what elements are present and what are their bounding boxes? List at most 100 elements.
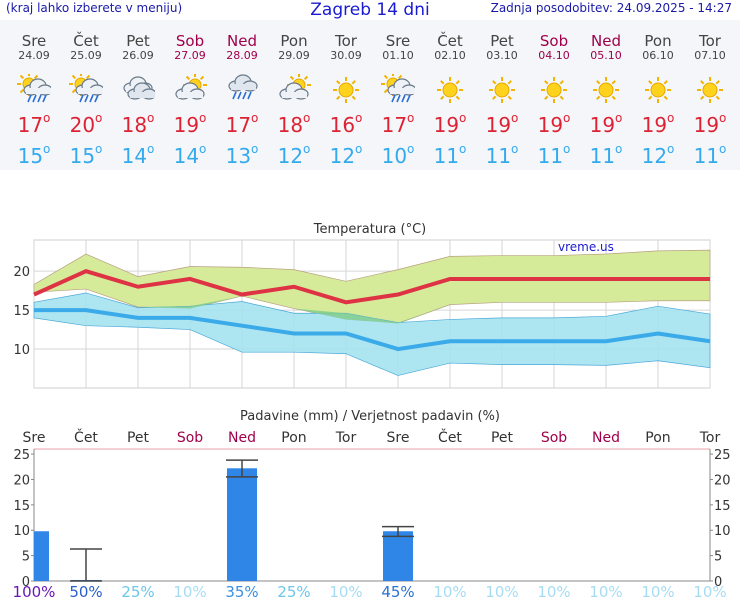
precipitation-probability-label: 45% (381, 583, 414, 600)
day-name: Tor (335, 32, 357, 50)
precipitation-x-label: Pon (645, 430, 670, 446)
sun-cloud-rain-icon (381, 72, 417, 106)
day-name: Sob (539, 32, 569, 50)
sun-icon (589, 74, 623, 106)
min-temp: 11o (485, 142, 519, 168)
sun-cloud-rain-icon (69, 72, 105, 106)
precipitation-y-tick-label-right: 25 (714, 448, 731, 463)
precipitation-x-label: Ned (228, 430, 256, 446)
day-name: Ned (227, 32, 257, 50)
precipitation-x-label: Tor (699, 430, 721, 446)
sun-cloud-icon (277, 73, 311, 106)
day-name: Sre (21, 32, 47, 50)
day-date: 26.09 (122, 49, 154, 62)
precipitation-y-tick-label-left: 0 (22, 575, 30, 590)
day-name: Sre (385, 32, 411, 50)
day-date: 04.10 (538, 49, 570, 62)
last-update-label: Zadnja posodobitev: 24.09.2025 - 14:27 (490, 1, 732, 15)
day-date: 25.09 (70, 49, 102, 62)
min-temp: 12o (329, 142, 363, 168)
min-temp: 15o (69, 142, 103, 168)
day-date: 28.09 (226, 49, 258, 62)
sun-icon (693, 74, 727, 106)
precipitation-x-label: Sre (23, 430, 46, 446)
precipitation-probability-label: 25% (277, 583, 310, 600)
max-temp: 20o (69, 111, 103, 137)
day-name: Pon (280, 32, 308, 50)
max-temp: 19o (485, 111, 519, 137)
sun-cloud-rain-icon (17, 72, 53, 106)
precipitation-y-tick-label-right: 0 (714, 575, 722, 590)
header-bar: (kraj lahko izberete v meniju) Zagreb 14… (0, 0, 740, 20)
max-temp: 19o (173, 111, 207, 137)
precipitation-probability-label: 10% (589, 583, 622, 600)
precipitation-y-tick-label-left: 5 (22, 550, 30, 565)
min-temp: 11o (537, 142, 571, 168)
max-temp: 18o (121, 111, 155, 137)
day-date: 27.09 (174, 49, 206, 62)
precipitation-probability-label: 10% (641, 583, 674, 600)
precipitation-bar (383, 531, 413, 581)
day-name: Čet (437, 32, 463, 50)
day-name: Čet (73, 32, 99, 50)
min-temp: 11o (693, 142, 727, 168)
day-date: 29.09 (278, 49, 310, 62)
precipitation-y-tick-label-left: 10 (13, 524, 30, 539)
day-date: 02.10 (434, 49, 466, 62)
precipitation-probability-label: 10% (693, 583, 726, 600)
temperature-y-tick-label: 15 (13, 304, 30, 319)
precipitation-probability-label: 35% (225, 583, 258, 600)
sun-icon (433, 74, 467, 106)
day-name: Ned (591, 32, 621, 50)
day-date: 03.10 (486, 49, 518, 62)
day-name: Sob (175, 32, 205, 50)
day-date: 24.09 (18, 49, 50, 62)
min-temp: 14o (173, 142, 207, 168)
sun-icon (329, 74, 363, 106)
day-name: Tor (699, 32, 721, 50)
sun-cloud-icon (173, 73, 207, 106)
precipitation-plot-area (34, 449, 710, 581)
min-temperature-range-band (33, 292, 711, 376)
day-date: 05.10 (590, 49, 622, 62)
daily-forecast-strip: Sre 24.09 17o 15o Čet 25.09 20o 15o Pet 26.09 18o 1… (0, 20, 740, 170)
max-temp: 16o (329, 111, 363, 137)
day-date: 07.10 (694, 49, 726, 62)
day-date: 01.10 (382, 49, 414, 62)
precipitation-x-label: Ned (592, 430, 620, 446)
precipitation-x-label: Čet (438, 428, 462, 446)
day-name: Pet (126, 32, 150, 50)
precipitation-x-label: Sob (541, 430, 567, 446)
precipitation-x-label: Sre (387, 430, 410, 446)
max-temperature-line (33, 269, 710, 305)
precipitation-chart-title: Padavine (mm) / Verjetnost padavin (%) (240, 409, 500, 424)
precipitation-y-tick-label-right: 15 (714, 499, 731, 514)
max-temp: 19o (693, 111, 727, 137)
precipitation-probability-label: 10% (329, 583, 362, 600)
precipitation-probability-label: 100% (13, 583, 56, 600)
precipitation-x-label: Pet (491, 430, 514, 446)
location-menu-hint[interactable]: (kraj lahko izberete v meniju) (6, 1, 183, 15)
day-name: Pon (644, 32, 672, 50)
precipitation-probability-label: 10% (537, 583, 570, 600)
min-temp: 15o (17, 142, 51, 168)
precipitation-probability-label: 10% (485, 583, 518, 600)
precipitation-x-label: Pet (127, 430, 150, 446)
precipitation-x-label: Tor (335, 430, 357, 446)
precipitation-probability-label: 25% (121, 583, 154, 600)
precipitation-y-tick-label-right: 10 (714, 524, 731, 539)
max-temp: 17o (225, 111, 259, 137)
cloud-icon (121, 74, 157, 106)
precipitation-x-label: Pon (281, 430, 306, 446)
watermark-vreme-us: vreme.us (558, 240, 614, 254)
precipitation-probability-label: 10% (433, 583, 466, 600)
precipitation-y-tick-label-left: 20 (13, 473, 30, 488)
day-date: 06.10 (642, 49, 674, 62)
day-date: 30.09 (330, 49, 362, 62)
precipitation-bar (34, 531, 49, 581)
max-temp: 19o (433, 111, 467, 137)
min-temp: 14o (121, 142, 155, 168)
max-temp: 18o (277, 111, 311, 137)
min-temp: 10o (381, 142, 415, 168)
temperature-y-tick-label: 10 (13, 343, 30, 358)
